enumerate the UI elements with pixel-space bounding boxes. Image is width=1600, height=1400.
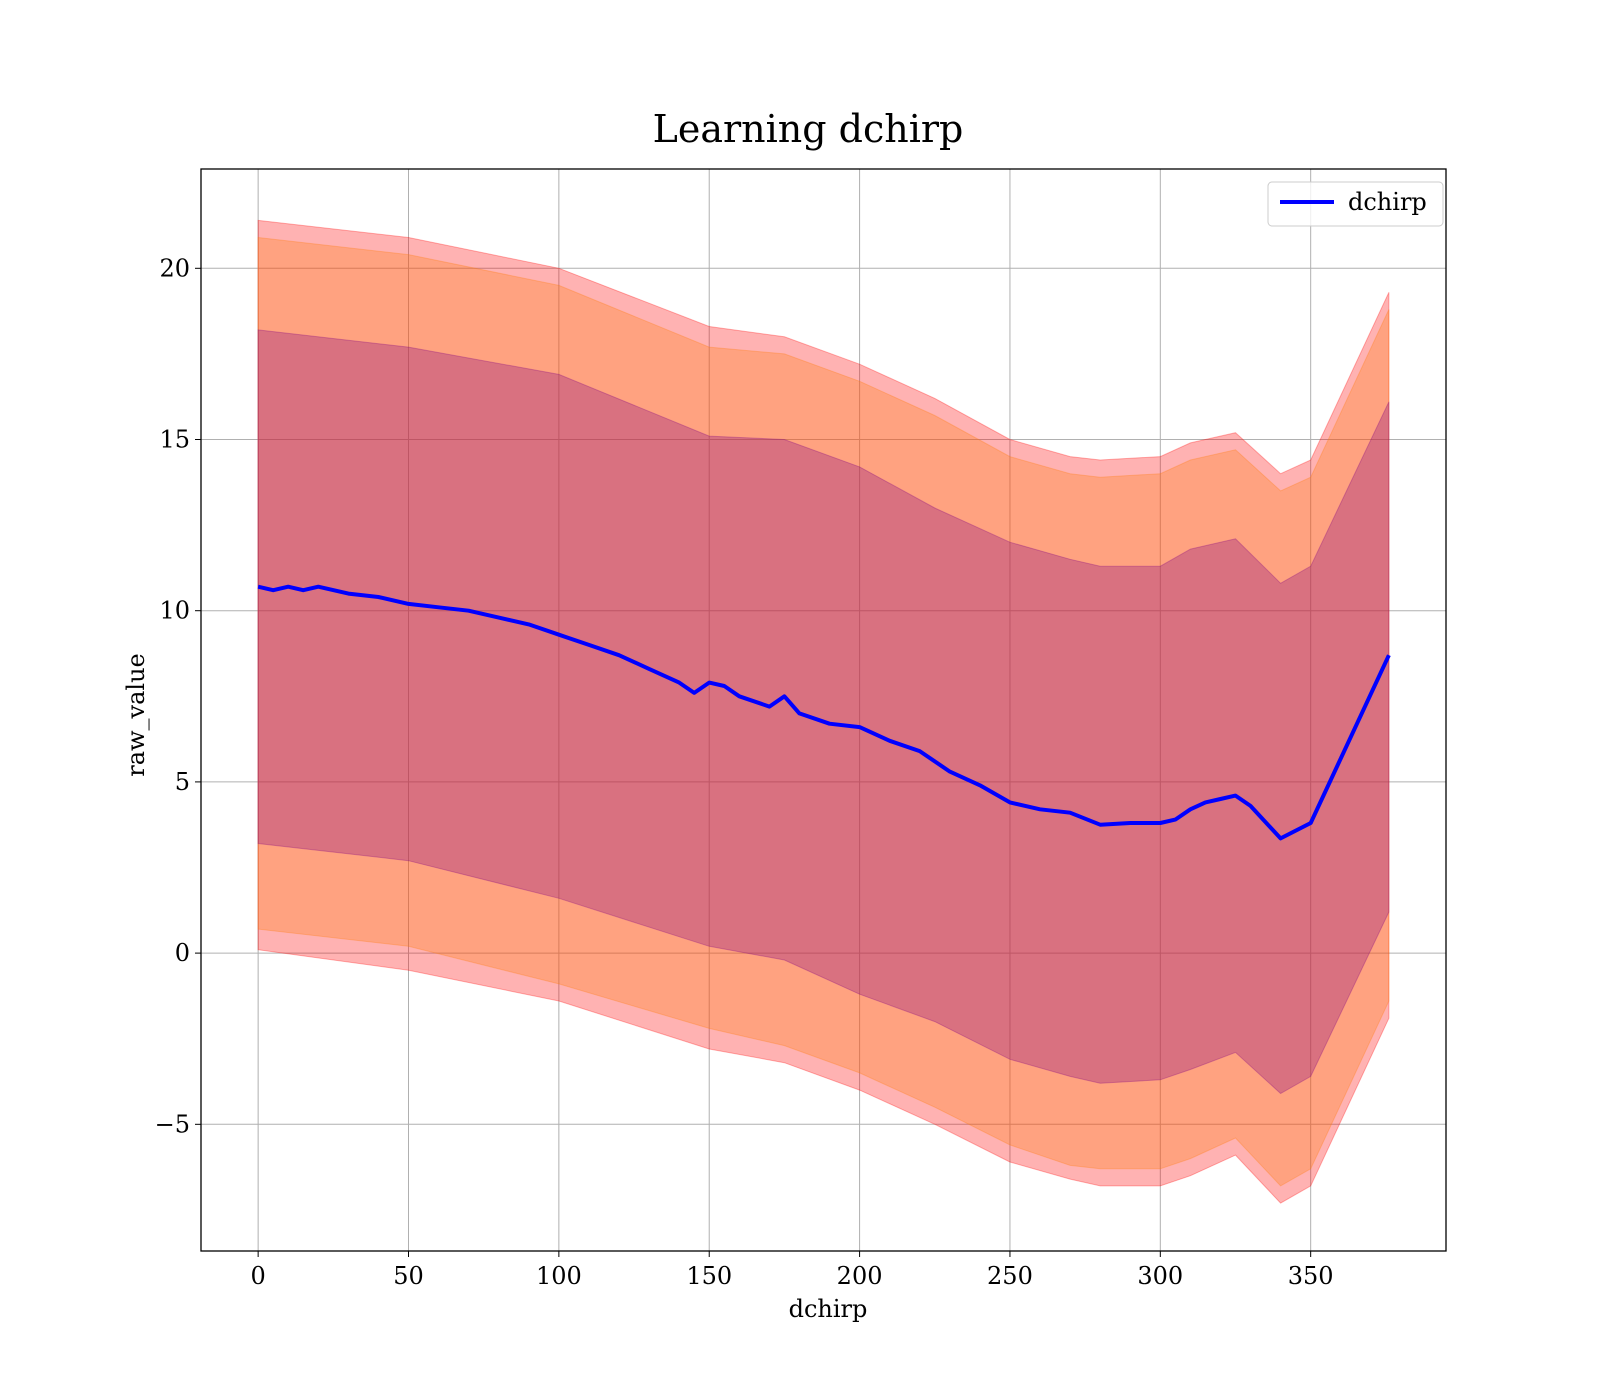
series-lines bbox=[257, 584, 1391, 841]
y-tick-label: 5 bbox=[175, 768, 190, 796]
y-tick-label: 10 bbox=[159, 597, 190, 625]
y-tick-label: −5 bbox=[155, 1110, 190, 1138]
x-tick-label: 150 bbox=[686, 1262, 732, 1290]
grid-lines bbox=[201, 169, 1446, 1251]
band-middle bbox=[257, 236, 1390, 1187]
legend-box bbox=[1267, 181, 1444, 227]
y-tick-label: 0 bbox=[175, 939, 190, 967]
y-tick-label: 20 bbox=[159, 254, 190, 282]
legend-label: dchirp bbox=[1348, 188, 1427, 216]
series-line-dchirp bbox=[257, 584, 1391, 841]
y-axis-label: raw_value bbox=[122, 653, 150, 777]
x-tick-label: 50 bbox=[393, 1262, 424, 1290]
x-axis-label: dchirp bbox=[789, 1295, 868, 1323]
x-tick-label: 250 bbox=[987, 1262, 1033, 1290]
plot-area: 0 50 100 150 200 250 300 350 −5 0 5 10 15 20 bbox=[155, 168, 1447, 1290]
x-tick-label: 350 bbox=[1288, 1262, 1334, 1290]
y-axis-ticks: −5 0 5 10 15 20 bbox=[155, 254, 201, 1138]
x-axis-ticks: 0 50 100 150 200 250 300 350 bbox=[250, 1251, 1334, 1290]
band-inner bbox=[257, 329, 1390, 1095]
uncertainty-bands bbox=[257, 219, 1390, 1204]
chart-title: Learning dchirp bbox=[653, 107, 964, 151]
plot-frame bbox=[200, 168, 1447, 1252]
x-tick-label: 100 bbox=[536, 1262, 582, 1290]
legend: dchirp bbox=[1267, 181, 1444, 227]
x-tick-label: 300 bbox=[1137, 1262, 1183, 1290]
x-tick-label: 200 bbox=[837, 1262, 883, 1290]
x-tick-label: 0 bbox=[250, 1262, 265, 1290]
band-outer bbox=[257, 219, 1390, 1204]
y-tick-label: 15 bbox=[159, 426, 190, 454]
